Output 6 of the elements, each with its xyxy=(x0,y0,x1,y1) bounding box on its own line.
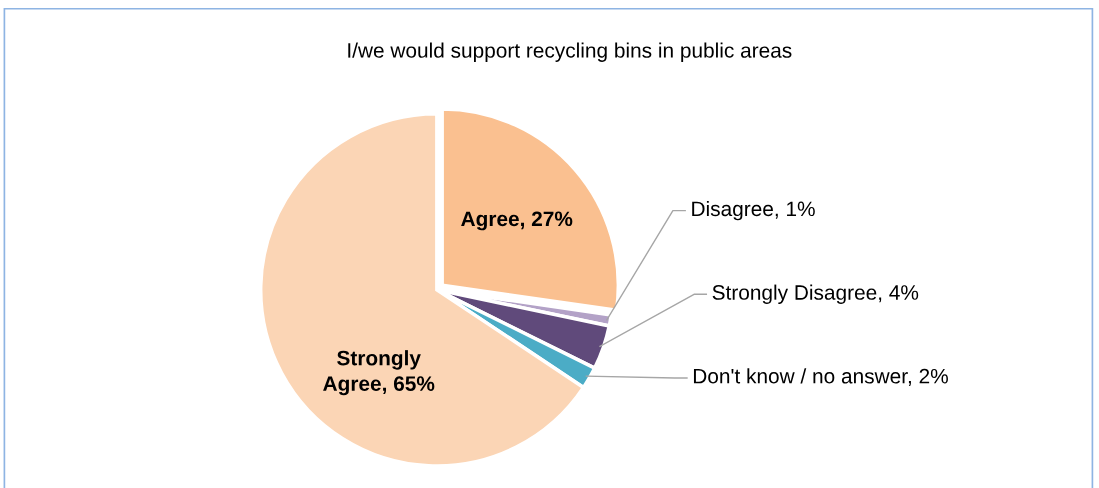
slice-label: Don't know / no answer, 2% xyxy=(693,368,948,386)
slice-label: Strongly Disagree, 4% xyxy=(712,284,919,304)
slice-label: Disagree, 1% xyxy=(692,200,815,221)
chart-title: I/we would support recycling bins in public areas xyxy=(348,42,792,62)
slice-label: Agree, 27% xyxy=(461,211,573,231)
slice-label: Strongly Agree, 65% xyxy=(323,350,435,396)
